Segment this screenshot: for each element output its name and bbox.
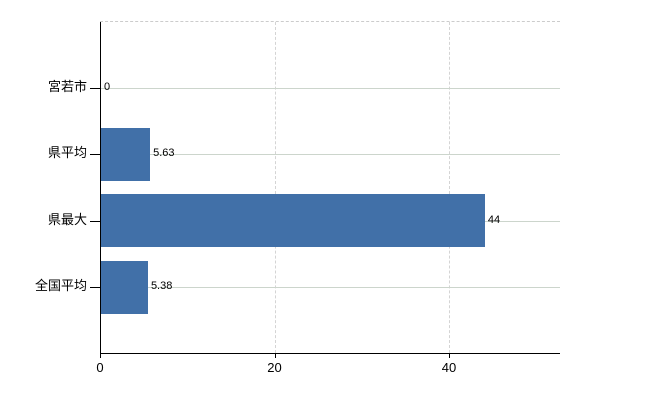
y-axis-tick: [90, 287, 100, 289]
bar-value-label: 5.38: [150, 280, 173, 293]
bar-value-label: 0: [104, 81, 111, 93]
y-axis-tick: [90, 154, 100, 156]
bar[interactable]: [101, 194, 485, 248]
y-axis-tick: [90, 220, 100, 222]
category-label: 全国平均: [34, 278, 87, 294]
bar-value-label: 44: [487, 213, 501, 226]
bar-value-label: 5.63: [153, 147, 175, 160]
x-tick-label: 20: [267, 360, 282, 375]
bar[interactable]: [101, 127, 151, 181]
x-axis-line: [100, 353, 560, 354]
gridline-horizontal: [100, 287, 560, 289]
gridline-horizontal: [100, 154, 560, 156]
x-tick-label: 0: [96, 360, 104, 375]
x-axis-tick: [274, 353, 276, 358]
x-tick-label: 40: [441, 360, 457, 375]
gridline-vertical: [449, 22, 450, 353]
category-label: 宮若市: [47, 79, 87, 94]
category-label: 県平均: [47, 145, 87, 161]
bar[interactable]: [101, 260, 148, 314]
y-axis-line: [100, 22, 101, 353]
gridline-vertical: [274, 22, 276, 353]
gridline-horizontal: [100, 88, 560, 89]
y-axis-tick: [90, 88, 100, 89]
plot-top-border: [100, 21, 560, 22]
category-label: 県最大: [47, 211, 87, 227]
x-axis-tick: [100, 353, 101, 358]
x-axis-tick: [449, 353, 450, 358]
